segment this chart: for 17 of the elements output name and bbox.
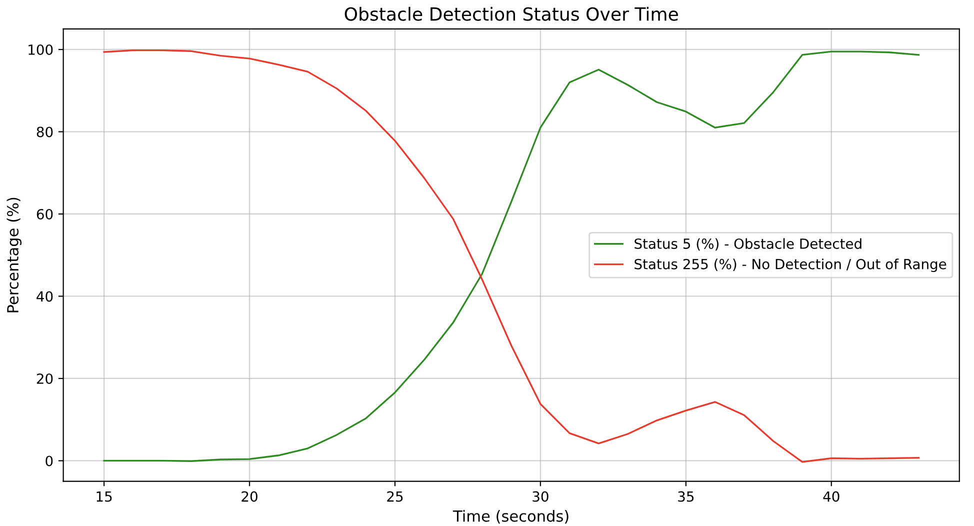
chart-title: Obstacle Detection Status Over Time (344, 6, 678, 21)
legend-label: Status 255 (%) - No Detection / Out of Range (634, 258, 946, 272)
y-tick-label: 60 (36, 208, 53, 220)
y-tick-label: 20 (36, 373, 53, 384)
y-tick-label: 100 (28, 44, 53, 55)
x-tick-label: 20 (242, 491, 258, 502)
x-tick-label: 40 (823, 491, 840, 502)
legend-label: Status 5 (%) - Obstacle Detected (634, 238, 862, 251)
y-tick-label: 40 (36, 291, 53, 302)
x-tick-label: 30 (532, 491, 548, 502)
y-tick-label: 80 (36, 126, 53, 138)
x-tick-label: 15 (96, 491, 112, 502)
y-tick-label: 0 (46, 456, 53, 466)
x-tick-label: 25 (387, 491, 403, 502)
x-axis-title: Time (seconds) (453, 510, 568, 524)
x-tick-label: 35 (678, 491, 694, 502)
y-axis-title: Percentage (%) (6, 198, 22, 312)
